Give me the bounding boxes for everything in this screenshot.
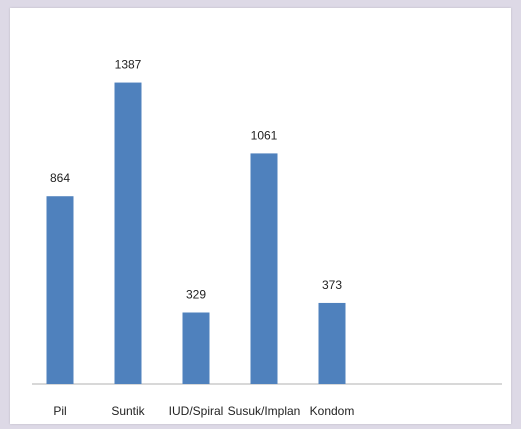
bar-1 <box>114 82 142 385</box>
value-labels-group: 864 1387 329 1061 373 <box>50 58 342 302</box>
x-tick-label-4: Kondom <box>310 404 355 418</box>
bar-chart: 864 1387 329 1061 373 Pil Suntik IUD/Spiral Sus… <box>32 58 502 418</box>
chart-panel: 864 1387 329 1061 373 Pil Suntik IUD/Spiral Sus… <box>10 8 511 424</box>
x-tick-label-0: Pil <box>53 404 66 418</box>
value-label-4: 373 <box>322 278 342 292</box>
x-tick-label-3: Susuk/Implan <box>228 404 301 418</box>
value-label-1: 1387 <box>115 58 142 72</box>
value-label-2: 329 <box>186 287 206 301</box>
bar-3 <box>250 153 278 384</box>
value-label-0: 864 <box>50 171 70 185</box>
bar-4 <box>318 302 346 384</box>
value-label-3: 1061 <box>251 128 278 142</box>
x-tick-label-1: Suntik <box>111 404 145 418</box>
bars-group <box>46 82 346 385</box>
bar-0 <box>46 196 74 384</box>
bar-2 <box>182 312 210 384</box>
x-tick-labels-group: Pil Suntik IUD/Spiral Susuk/Implan Kondom <box>53 404 354 418</box>
x-tick-label-2: IUD/Spiral <box>169 404 224 418</box>
